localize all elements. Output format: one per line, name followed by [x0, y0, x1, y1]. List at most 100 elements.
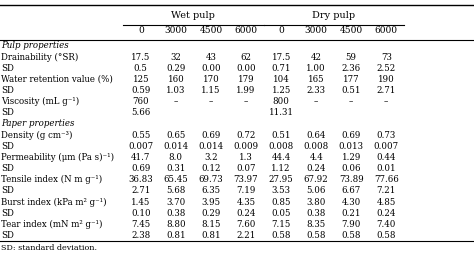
Text: Drainability (°SR): Drainability (°SR): [1, 53, 78, 62]
Text: 3.53: 3.53: [272, 186, 291, 195]
Text: 5.06: 5.06: [307, 186, 326, 195]
Text: 5.68: 5.68: [166, 186, 185, 195]
Text: 77.66: 77.66: [374, 175, 399, 184]
Text: 0.72: 0.72: [237, 131, 255, 140]
Text: 4.85: 4.85: [377, 197, 396, 206]
Text: 4.30: 4.30: [342, 197, 361, 206]
Text: 42: 42: [310, 53, 322, 62]
Text: 0.85: 0.85: [271, 197, 291, 206]
Text: 7.45: 7.45: [131, 220, 150, 229]
Text: Paper properties: Paper properties: [1, 120, 74, 129]
Text: 4500: 4500: [200, 26, 222, 35]
Text: 2.52: 2.52: [377, 64, 396, 73]
Text: 0.00: 0.00: [236, 64, 256, 73]
Text: 2.21: 2.21: [237, 231, 255, 240]
Text: 3000: 3000: [305, 26, 328, 35]
Text: 7.19: 7.19: [237, 186, 255, 195]
Text: SD: SD: [1, 86, 14, 95]
Text: 7.21: 7.21: [377, 186, 396, 195]
Text: 0.007: 0.007: [128, 142, 154, 151]
Text: 4.35: 4.35: [237, 197, 255, 206]
Text: 0.73: 0.73: [377, 131, 396, 140]
Text: 0.009: 0.009: [233, 142, 259, 151]
Text: 800: 800: [273, 97, 290, 106]
Text: 2.36: 2.36: [342, 64, 361, 73]
Text: 27.95: 27.95: [269, 175, 293, 184]
Text: 0.12: 0.12: [201, 164, 221, 173]
Text: 69.73: 69.73: [199, 175, 223, 184]
Text: 8.15: 8.15: [201, 220, 221, 229]
Text: 0.29: 0.29: [201, 209, 220, 218]
Text: SD: SD: [1, 142, 14, 151]
Text: 0.55: 0.55: [131, 131, 150, 140]
Text: 6000: 6000: [375, 26, 398, 35]
Text: 44.4: 44.4: [272, 153, 291, 162]
Text: 2.38: 2.38: [131, 231, 150, 240]
Text: 0.58: 0.58: [306, 231, 326, 240]
Text: 0.008: 0.008: [268, 142, 294, 151]
Text: Permeability (μm (Pa s)⁻¹): Permeability (μm (Pa s)⁻¹): [1, 153, 114, 162]
Text: 0.00: 0.00: [201, 64, 221, 73]
Text: 73.97: 73.97: [234, 175, 258, 184]
Text: 760: 760: [132, 97, 149, 106]
Text: 0.5: 0.5: [134, 64, 148, 73]
Text: 0.31: 0.31: [166, 164, 185, 173]
Text: SD: SD: [1, 186, 14, 195]
Text: 0.38: 0.38: [307, 209, 326, 218]
Text: 0: 0: [278, 26, 284, 35]
Text: 4500: 4500: [340, 26, 363, 35]
Text: 17.5: 17.5: [131, 53, 150, 62]
Text: SD: SD: [1, 231, 14, 240]
Text: 1.25: 1.25: [272, 86, 291, 95]
Text: 2.33: 2.33: [307, 86, 326, 95]
Text: 5.66: 5.66: [131, 108, 150, 117]
Text: SD: SD: [1, 64, 14, 73]
Text: 0.69: 0.69: [342, 131, 361, 140]
Text: 0.21: 0.21: [341, 209, 361, 218]
Text: 59: 59: [346, 53, 357, 62]
Text: 7.15: 7.15: [272, 220, 291, 229]
Text: 0.008: 0.008: [303, 142, 329, 151]
Text: 1.45: 1.45: [131, 197, 150, 206]
Text: SD: SD: [1, 164, 14, 173]
Text: 8.0: 8.0: [169, 153, 183, 162]
Text: 11.31: 11.31: [269, 108, 293, 117]
Text: 160: 160: [167, 75, 184, 84]
Text: –: –: [209, 97, 213, 106]
Text: Burst index (kPa m² g⁻¹): Burst index (kPa m² g⁻¹): [1, 197, 107, 207]
Text: 0.06: 0.06: [341, 164, 361, 173]
Text: 165: 165: [308, 75, 325, 84]
Text: 8.35: 8.35: [307, 220, 326, 229]
Text: 2.71: 2.71: [131, 186, 150, 195]
Text: 0.013: 0.013: [339, 142, 364, 151]
Text: –: –: [173, 97, 178, 106]
Text: 0.29: 0.29: [166, 64, 185, 73]
Text: 73: 73: [381, 53, 392, 62]
Text: 8.80: 8.80: [166, 220, 186, 229]
Text: SD: SD: [1, 108, 14, 117]
Text: 0.07: 0.07: [236, 164, 256, 173]
Text: 0.014: 0.014: [163, 142, 189, 151]
Text: 170: 170: [202, 75, 219, 84]
Text: Tensile index (N m g⁻¹): Tensile index (N m g⁻¹): [1, 175, 102, 184]
Text: Density (g cm⁻³): Density (g cm⁻³): [1, 131, 73, 140]
Text: 0.81: 0.81: [201, 231, 221, 240]
Text: 0.59: 0.59: [131, 86, 150, 95]
Text: 1.15: 1.15: [201, 86, 221, 95]
Text: 0.69: 0.69: [201, 131, 220, 140]
Text: 104: 104: [273, 75, 290, 84]
Text: 177: 177: [343, 75, 360, 84]
Text: Dry pulp: Dry pulp: [312, 11, 355, 20]
Text: 0.24: 0.24: [237, 209, 255, 218]
Text: 32: 32: [171, 53, 181, 62]
Text: 1.03: 1.03: [166, 86, 185, 95]
Text: 1.29: 1.29: [342, 153, 361, 162]
Text: 0: 0: [138, 26, 144, 35]
Text: 0.58: 0.58: [376, 231, 396, 240]
Text: Pulp properties: Pulp properties: [1, 41, 69, 50]
Text: Wet pulp: Wet pulp: [172, 11, 215, 20]
Text: 73.89: 73.89: [339, 175, 364, 184]
Text: 6.35: 6.35: [201, 186, 220, 195]
Text: 67.92: 67.92: [304, 175, 328, 184]
Text: 3.80: 3.80: [307, 197, 326, 206]
